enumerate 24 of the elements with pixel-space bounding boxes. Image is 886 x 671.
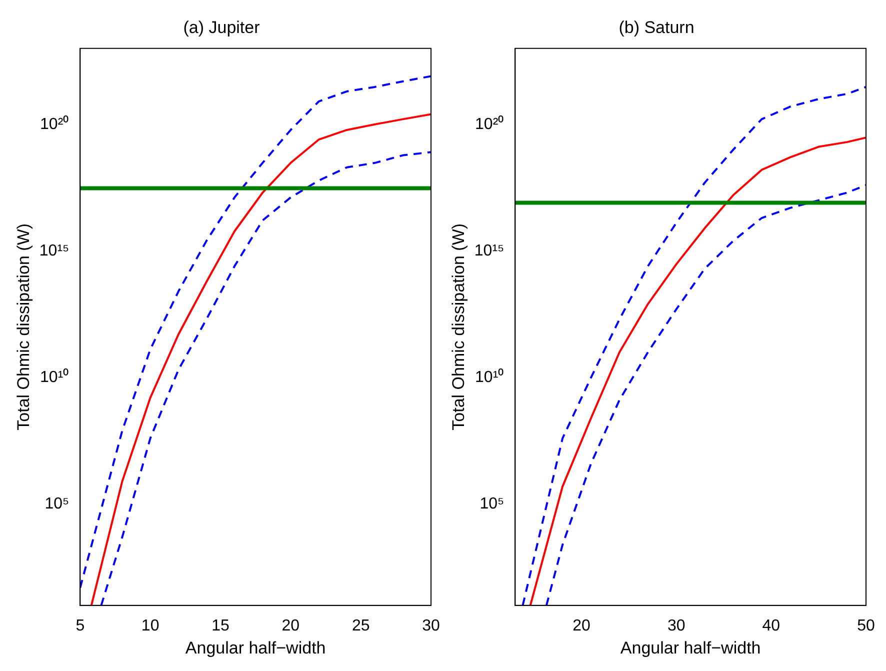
x-tick-label: 30 xyxy=(422,617,440,634)
x-axis-title: Angular half−width xyxy=(185,638,326,658)
chart-title: (b) Saturn xyxy=(618,18,694,37)
x-tick-label: 25 xyxy=(352,617,370,634)
x-tick-label: 50 xyxy=(857,617,875,634)
x-tick-label: 30 xyxy=(667,617,686,634)
y-axis-title: Total Ohmic dissipation (W) xyxy=(14,223,33,430)
y-tick-label: 10¹⁵ xyxy=(39,242,70,260)
y-axis-title: Total Ohmic dissipation (W) xyxy=(448,223,468,430)
x-tick-label: 10 xyxy=(141,617,160,634)
y-tick-label: 10⁵ xyxy=(44,496,70,513)
y-tick-label: 10¹⁰ xyxy=(475,368,504,386)
x-tick-label: 20 xyxy=(572,617,591,634)
y-tick-label: 10²⁰ xyxy=(40,114,70,133)
x-tick-label: 5 xyxy=(76,617,85,634)
x-axis-title: Angular half−width xyxy=(620,638,761,658)
y-tick-label: 10²⁰ xyxy=(475,114,504,133)
x-tick-label: 40 xyxy=(762,617,780,634)
y-tick-label: 10¹⁰ xyxy=(40,368,70,386)
x-tick-label: 15 xyxy=(212,617,230,634)
y-tick-label: 10¹⁵ xyxy=(474,242,504,260)
y-tick-label: 10⁵ xyxy=(480,496,504,513)
x-tick-label: 20 xyxy=(282,617,300,634)
chart-title: (a) Jupiter xyxy=(183,18,260,37)
